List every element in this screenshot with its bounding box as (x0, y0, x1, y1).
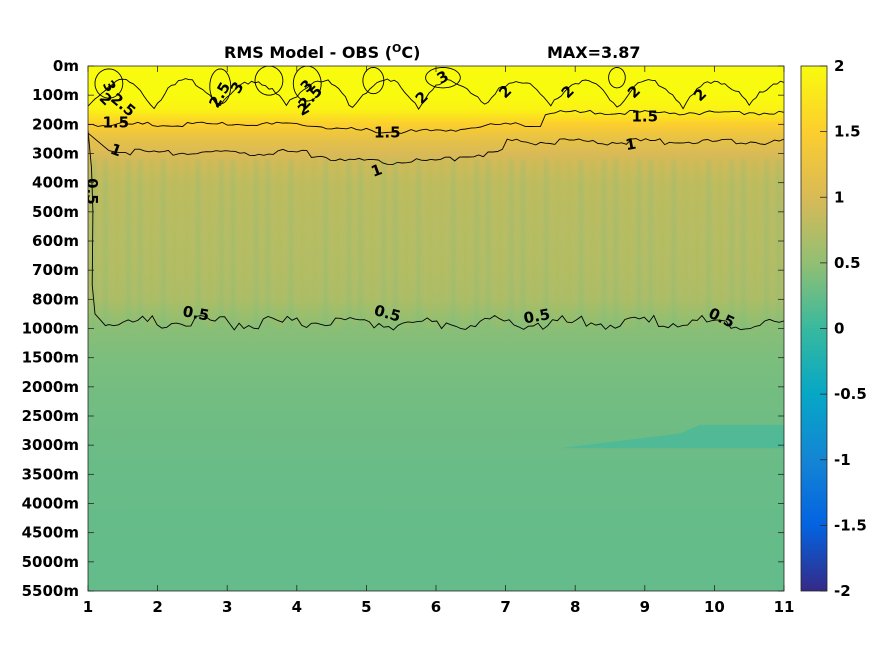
y-tick-label: 800m (32, 290, 79, 308)
contour-label: 0.5 (83, 178, 101, 205)
contour-loop (425, 67, 461, 89)
colorbar-tick-label: -1.5 (834, 516, 867, 534)
contour-label: 1.5 (374, 124, 401, 142)
x-tick-label: 2 (152, 598, 162, 616)
y-tick-label: 5000m (22, 553, 79, 571)
y-tick-label: 3500m (22, 465, 79, 483)
y-tick-label: 100m (32, 86, 79, 104)
y-tick-label: 1500m (22, 349, 79, 367)
y-tick-label: 0m (53, 57, 79, 75)
x-tick-label: 4 (292, 598, 302, 616)
y-tick-label: 4000m (22, 495, 79, 513)
y-tick-label: 5500m (22, 582, 79, 600)
y-axis: 0m 100m 200m 300m 400m 500m 600m 700m 800m 1000m 1… (22, 57, 784, 600)
y-tick-label: 600m (32, 232, 79, 250)
contour-loop (292, 66, 322, 102)
y-tick-label: 500m (32, 203, 79, 221)
colorbar-tick-label: 0 (834, 320, 844, 338)
colorbar-tick-label: 0.5 (834, 254, 861, 272)
contour-loop (254, 66, 284, 96)
y-tick-label: 200m (32, 115, 79, 133)
y-tick-label: 4500m (22, 524, 79, 542)
colorbar-tick-label: -0.5 (834, 385, 867, 403)
contour-2 (88, 78, 784, 110)
colorbar-ticks: 2 1.5 1 0.5 0 -0.5 -1 -1.5 -2 (820, 57, 867, 600)
contour-1.5 (88, 109, 784, 134)
heatmap-field (88, 66, 784, 591)
y-tick-label: 700m (32, 261, 79, 279)
contour-0.5 (88, 130, 784, 331)
colorbar: 2 1.5 1 0.5 0 -0.5 -1 -1.5 -2 (800, 57, 867, 600)
x-tick-label: 1 (83, 598, 93, 616)
contour-loop (209, 68, 232, 105)
contour-loop (94, 68, 124, 99)
x-tick-label: 3 (222, 598, 232, 616)
contour-label: 1.5 (632, 108, 659, 126)
chart-max-label: MAX=3.87 (547, 43, 641, 62)
contour-label: 1 (624, 135, 637, 155)
x-tick-label: 5 (361, 598, 371, 616)
y-tick-label: 1000m (22, 320, 79, 338)
x-tick-label: 6 (431, 598, 441, 616)
contour-1 (88, 132, 784, 166)
x-tick-label: 7 (500, 598, 510, 616)
contour-lines (88, 66, 784, 331)
colorbar-tick-label: 1 (834, 188, 844, 206)
contour-label: 0.5 (522, 305, 551, 327)
x-tick-label: 9 (640, 598, 650, 616)
colorbar-tick-label: -1 (834, 451, 851, 469)
contour-loop (608, 67, 626, 89)
chart-title: RMS Model - OBS (OC) (224, 42, 420, 62)
colorbar-tick-label: 1.5 (834, 123, 861, 141)
y-tick-label: 300m (32, 145, 79, 163)
contour-label: 0.5 (181, 302, 210, 324)
x-tick-label: 10 (704, 598, 725, 616)
contour-label: 1.5 (103, 113, 130, 131)
y-tick-label: 2500m (22, 407, 79, 425)
y-tick-label: 400m (32, 174, 79, 192)
heatmap-streaks (91, 159, 781, 329)
y-tick-label: 2000m (22, 378, 79, 396)
x-tick-label: 11 (774, 598, 795, 616)
x-tick-label: 8 (570, 598, 580, 616)
colorbar-tick-label: 2 (834, 57, 844, 75)
x-axis: 1 2 3 4 5 6 7 8 9 10 11 (83, 66, 795, 616)
contour-loop (362, 67, 385, 95)
colorbar-tick-label: -2 (834, 582, 851, 600)
deep-patch (561, 424, 784, 449)
y-tick-label: 3000m (22, 436, 79, 454)
